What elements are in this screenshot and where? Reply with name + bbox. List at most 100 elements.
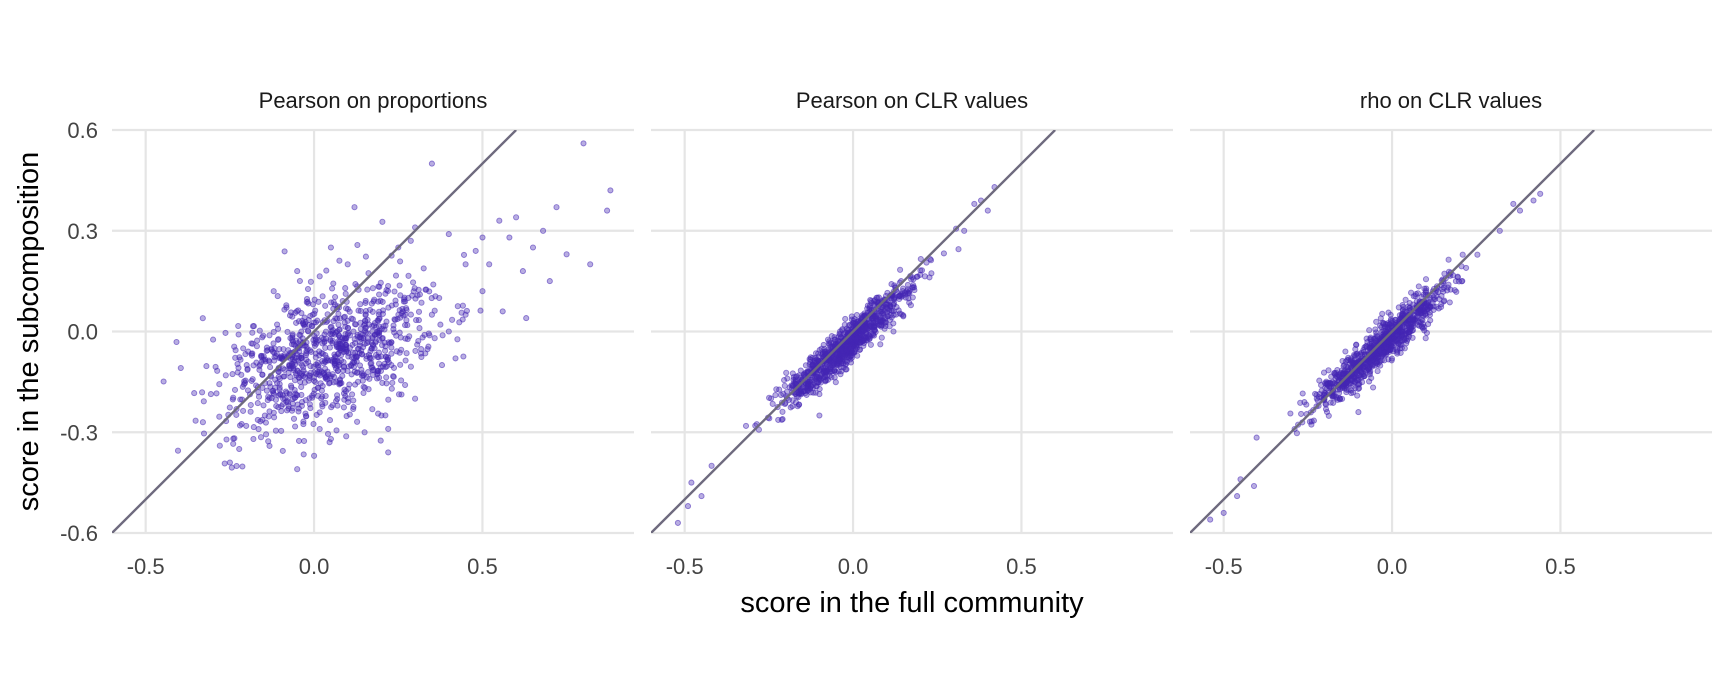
data-point [375, 315, 383, 322]
data-point [864, 302, 871, 309]
data-point [781, 382, 788, 389]
data-point [472, 247, 479, 254]
data-point [553, 204, 560, 211]
data-point [237, 356, 244, 363]
data-point [310, 363, 317, 370]
data-point [1298, 410, 1305, 417]
data-point [200, 430, 208, 437]
data-point [1414, 318, 1422, 325]
data-point [890, 311, 897, 319]
data-point [452, 355, 459, 362]
data-point [917, 267, 924, 274]
data-point [405, 294, 412, 301]
data-point [311, 332, 318, 340]
data-point [422, 350, 429, 357]
data-point [1415, 283, 1422, 290]
data-point [305, 358, 312, 365]
data-point [454, 303, 461, 310]
data-point [841, 321, 848, 328]
data-point [971, 200, 978, 207]
data-point [1353, 341, 1360, 348]
data-point [365, 386, 372, 393]
data-point [402, 381, 409, 389]
data-point [276, 386, 283, 393]
data-point [203, 363, 210, 370]
data-point [496, 217, 503, 224]
data-point [1331, 370, 1338, 377]
data-point [459, 316, 466, 323]
data-point [352, 381, 359, 388]
data-point [1373, 318, 1380, 325]
data-point [319, 350, 326, 357]
data-point [284, 328, 291, 335]
data-point [240, 407, 247, 414]
data-point [873, 299, 880, 306]
reference-line [1190, 130, 1595, 533]
data-point [342, 290, 349, 297]
data-point [1422, 310, 1429, 317]
data-point [1397, 341, 1404, 349]
data-point [314, 384, 321, 391]
data-point [1409, 334, 1416, 341]
data-point [412, 347, 419, 354]
data-point [226, 404, 233, 411]
data-point [248, 377, 255, 384]
data-point [499, 308, 506, 315]
data-point [377, 437, 384, 444]
data-point [174, 447, 182, 454]
data-point [857, 346, 864, 353]
data-point [359, 331, 366, 338]
data-point [327, 435, 334, 443]
data-point [259, 384, 266, 391]
data-point [415, 308, 423, 315]
data-point [270, 328, 277, 335]
data-point [477, 307, 484, 314]
y-tick-label: 0.6 [67, 118, 98, 143]
data-point [416, 291, 423, 298]
data-point [331, 351, 338, 358]
data-point [832, 379, 839, 386]
data-point [305, 328, 312, 335]
data-point [607, 187, 614, 194]
data-point [368, 339, 375, 346]
data-point [859, 331, 866, 338]
data-point [847, 322, 854, 329]
data-point [398, 377, 405, 384]
data-point [1366, 378, 1373, 385]
data-point [383, 374, 390, 381]
data-point [265, 357, 272, 364]
data-point [322, 365, 329, 372]
data-point [406, 333, 413, 340]
data-point [1474, 251, 1481, 258]
data-point [1402, 296, 1409, 303]
x-tick-label: 0.5 [1006, 554, 1037, 579]
data-point [385, 282, 392, 290]
data-point [1516, 207, 1524, 214]
data-point [412, 395, 419, 402]
data-point [1342, 348, 1349, 355]
data-point [340, 404, 347, 411]
data-point [1313, 395, 1320, 402]
x-tick-label: 0.5 [1545, 554, 1576, 579]
data-point [390, 322, 397, 329]
data-point [1441, 297, 1448, 304]
data-point [350, 403, 357, 410]
data-point [320, 360, 327, 367]
data-point [230, 394, 237, 401]
data-point [231, 386, 239, 393]
data-point [192, 417, 199, 424]
x-axis-title: score in the full community [740, 587, 1084, 619]
data-point [296, 277, 303, 285]
data-point [519, 268, 526, 275]
data-point [1373, 329, 1380, 336]
data-point [307, 278, 314, 285]
data-point [339, 343, 346, 350]
data-point [375, 410, 382, 417]
data-point [1323, 381, 1330, 388]
data-point [821, 345, 828, 353]
data-point [900, 313, 907, 320]
data-point [1366, 327, 1373, 334]
data-point [1360, 373, 1367, 380]
data-point [293, 337, 300, 344]
